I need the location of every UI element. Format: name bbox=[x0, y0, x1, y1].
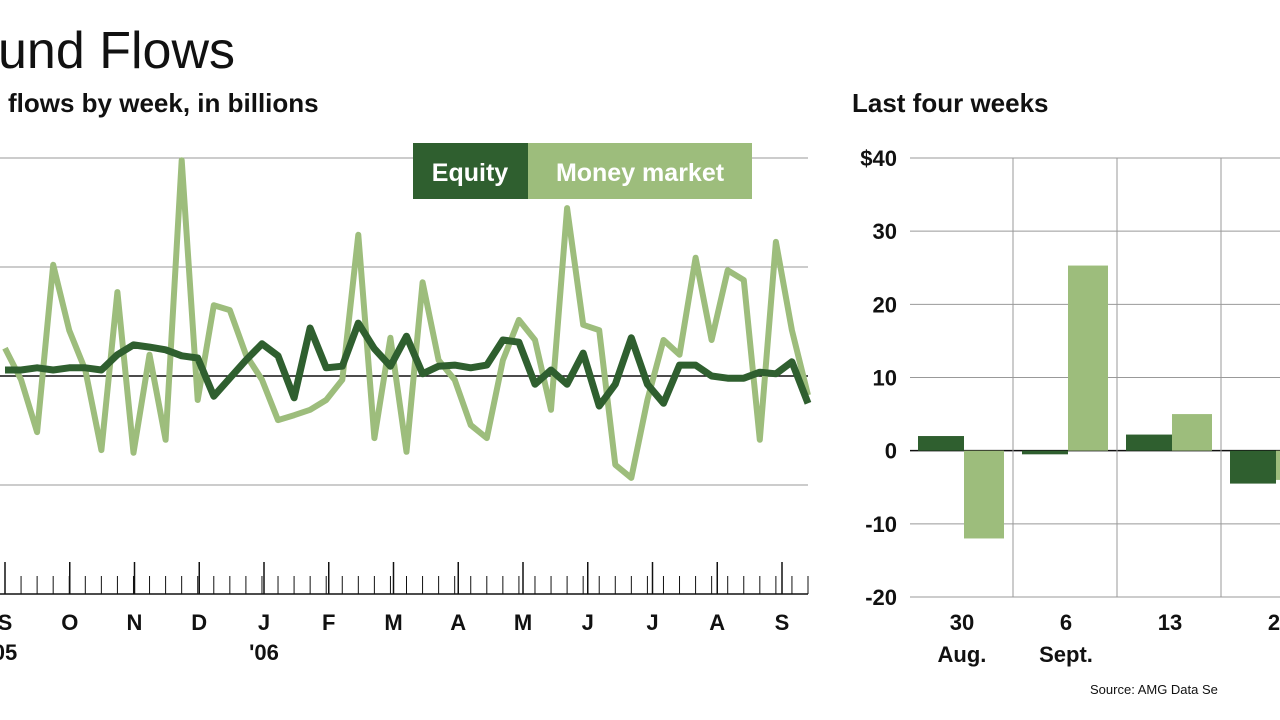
x-tick-sublabel: 05 bbox=[0, 640, 17, 665]
x-tick-label: O bbox=[61, 610, 78, 635]
data-line bbox=[2, 157, 811, 481]
x-tick-label: A bbox=[709, 610, 725, 635]
legend-swatch bbox=[528, 143, 752, 199]
legend-label: Money market bbox=[556, 159, 725, 187]
x-tick-label: N bbox=[127, 610, 143, 635]
x-tick-sublabel: Aug. bbox=[938, 642, 987, 667]
y-tick-label: 30 bbox=[873, 219, 897, 244]
bar bbox=[1068, 265, 1108, 451]
y-tick-label: 0 bbox=[885, 439, 897, 464]
y-tick-label: $40 bbox=[860, 146, 897, 171]
chart-title: Last four weeks bbox=[852, 88, 1049, 118]
x-tick-label: M bbox=[514, 610, 532, 635]
bar bbox=[1126, 434, 1172, 451]
x-tick-label: S bbox=[775, 610, 790, 635]
x-tick-label: F bbox=[322, 610, 335, 635]
y-tick-label: 10 bbox=[873, 366, 897, 391]
x-tick-label: A bbox=[450, 610, 466, 635]
bar bbox=[1172, 414, 1212, 451]
bar bbox=[1022, 450, 1068, 455]
bar bbox=[918, 436, 964, 451]
x-tick-label: J bbox=[646, 610, 658, 635]
x-tick-label: 6 bbox=[1060, 610, 1072, 635]
chart-title: und Flows bbox=[0, 22, 235, 80]
x-tick-label: 30 bbox=[950, 610, 974, 635]
bar bbox=[1276, 450, 1280, 480]
legend-swatch bbox=[413, 143, 528, 199]
chart-subtitle: flows by week, in billions bbox=[8, 88, 319, 118]
x-tick-label: D bbox=[191, 610, 207, 635]
x-tick-label: 13 bbox=[1158, 610, 1182, 635]
x-tick-label: J bbox=[258, 610, 270, 635]
data-line bbox=[5, 319, 812, 410]
bar bbox=[964, 450, 1004, 539]
x-tick-label: 2 bbox=[1268, 610, 1280, 635]
bar bbox=[1230, 450, 1276, 484]
x-tick-label: M bbox=[384, 610, 402, 635]
x-tick-sublabel: Sept. bbox=[1039, 642, 1093, 667]
source-note: Source: AMG Data Se bbox=[1090, 682, 1218, 697]
y-tick-label: -20 bbox=[865, 585, 897, 610]
x-tick-sublabel: '06 bbox=[249, 640, 279, 665]
legend-label: Equity bbox=[432, 159, 508, 187]
x-tick-label: S bbox=[0, 610, 12, 635]
y-tick-label: 20 bbox=[873, 292, 897, 317]
x-tick-label: J bbox=[582, 610, 594, 635]
y-tick-label: -10 bbox=[865, 512, 897, 537]
